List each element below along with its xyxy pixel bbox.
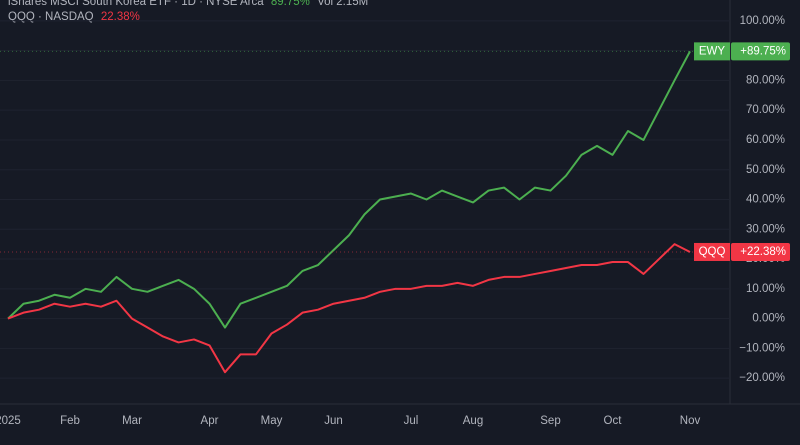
y-tick-label: 80.00% (746, 74, 785, 86)
y-tick-label: 40.00% (746, 194, 785, 206)
header-line-2: QQQ · NASDAQ 22.38% (8, 11, 140, 23)
x-tick-label: Feb (60, 415, 80, 427)
x-tick-label: Aug (463, 415, 483, 427)
name-tag-text: QQQ (699, 246, 726, 258)
x-tick-label: Nov (680, 415, 701, 427)
value-tag-text: +89.75% (740, 45, 786, 57)
x-tick-label: Apr (201, 415, 219, 427)
y-tick-label: 70.00% (746, 104, 785, 116)
header-name: iShares MSCI South Korea ETF · 1D · NYSE… (8, 0, 264, 8)
header-value: 22.38% (101, 11, 140, 23)
x-tick-label: Mar (122, 415, 142, 427)
y-tick-label: −20.00% (739, 372, 785, 384)
value-tag-text: +22.38% (740, 246, 786, 258)
y-tick-label: −10.00% (739, 342, 785, 354)
x-tick-label: Sep (540, 415, 560, 427)
name-tag (694, 242, 730, 261)
header-volume: Vol 2.15M (317, 0, 368, 8)
header-line-1: iShares MSCI South Korea ETF · 1D · NYSE… (8, 0, 368, 8)
value-tag (731, 242, 790, 261)
x-tick-label: May (261, 415, 283, 427)
name-tag-text: EWY (699, 45, 726, 57)
x-tick-label: Jun (324, 415, 343, 427)
x-tick-label: Jul (404, 415, 419, 427)
y-tick-label: 30.00% (746, 223, 785, 235)
y-tick-label: 10.00% (746, 283, 785, 295)
series-line (7, 50, 691, 329)
series-line (7, 243, 691, 374)
y-tick-label: 50.00% (746, 164, 785, 176)
name-tag (694, 42, 730, 61)
value-tag (731, 42, 790, 61)
x-tick-label: 2025 (0, 415, 21, 427)
x-tick-label: Oct (604, 415, 623, 427)
y-tick-label: 100.00% (740, 15, 785, 27)
y-tick-label: 60.00% (746, 134, 785, 146)
header-value: 89.75% (271, 0, 310, 8)
header-name: QQQ · NASDAQ (8, 11, 94, 23)
y-tick-label: 0.00% (752, 313, 785, 325)
